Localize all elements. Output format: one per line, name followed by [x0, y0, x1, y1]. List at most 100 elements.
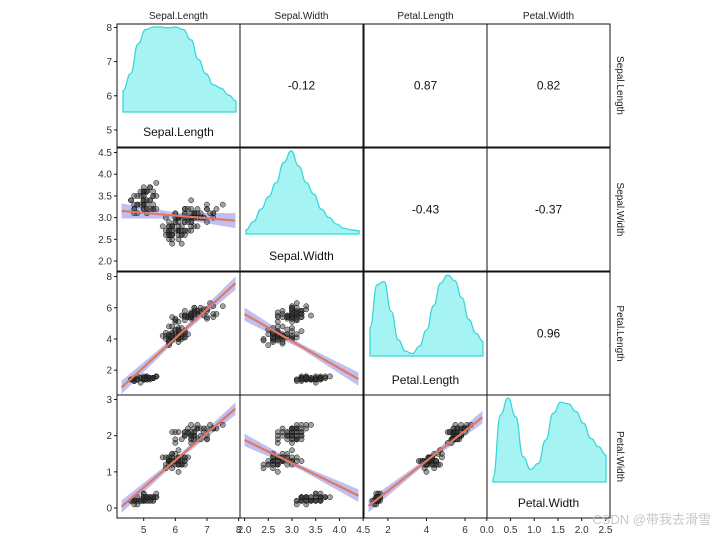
data-point-2-1-117	[279, 308, 286, 314]
data-point-3-1-140	[293, 432, 300, 439]
data-point-1-0-24	[144, 201, 150, 208]
data-point-3-0-69	[175, 447, 182, 454]
data-point-3-1-41	[308, 497, 314, 504]
data-point-1-0-113	[169, 227, 176, 234]
data-point-2-1-126	[293, 304, 300, 311]
x-tick-label: 2.0	[238, 525, 252, 536]
data-point-2-0-35	[131, 378, 138, 384]
row-label-petal-width: Petal.Width	[614, 431, 625, 482]
data-point-1-0-124	[204, 219, 210, 225]
data-point-3-1-76	[274, 469, 281, 475]
row-label-sepal-width: Sepal.Width	[614, 183, 625, 237]
data-point-1-0-64	[175, 236, 182, 243]
data-point-2-1-147	[298, 311, 305, 317]
data-point-1-0-108	[188, 223, 195, 230]
data-point-2-1-70	[289, 328, 295, 335]
data-point-1-0-38	[137, 188, 144, 195]
data-point-2-0-75	[175, 339, 182, 345]
data-point-1-0-104	[178, 227, 185, 234]
data-point-2-1-43	[312, 379, 319, 386]
data-point-1-0-87	[178, 232, 185, 238]
data-point-3-1-95	[270, 465, 276, 472]
data-point-2-1-71	[274, 323, 281, 330]
data-point-1-0-16	[153, 180, 160, 186]
data-point-2-1-35	[293, 378, 300, 384]
data-point-3-1-148	[289, 425, 295, 432]
data-point-1-0-100	[172, 227, 179, 234]
data-point-1-0-52	[166, 236, 172, 243]
data-point-2-1-55	[265, 331, 272, 338]
correlation-value-1-2: -0.43	[412, 203, 440, 217]
data-point-1-0-40	[134, 201, 141, 208]
data-point-2-1-49	[312, 376, 319, 383]
data-point-1-0-11	[150, 188, 157, 195]
data-point-1-0-89	[162, 227, 169, 234]
data-point-3-1-145	[289, 432, 295, 439]
data-point-1-0-128	[207, 210, 213, 217]
panel-3-3	[486, 394, 611, 519]
data-point-1-0-62	[169, 240, 176, 247]
y-tick-label: 3	[106, 395, 112, 406]
data-point-3-2-99	[433, 461, 439, 468]
data-point-1-0-2	[144, 197, 150, 204]
data-point-2-1-84	[293, 331, 300, 338]
column-label-petal-length: Petal.Length	[397, 11, 453, 22]
data-point-2-1-57	[260, 336, 267, 342]
data-point-1-0-39	[128, 197, 134, 204]
data-point-1-0-49	[140, 193, 147, 199]
data-point-3-0-114	[172, 429, 179, 435]
data-point-3-1-21	[317, 490, 324, 497]
data-point-1-0-121	[210, 210, 217, 217]
data-point-2-0-27	[144, 375, 150, 381]
data-point-2-0-136	[213, 311, 220, 317]
data-point-2-1-143	[289, 318, 295, 325]
data-point-3-0-40	[134, 501, 141, 508]
data-point-2-0-124	[204, 315, 210, 322]
data-point-3-0-45	[153, 490, 160, 497]
data-point-1-0-51	[178, 223, 185, 230]
data-point-2-1-52	[265, 342, 272, 349]
data-point-1-0-29	[147, 206, 153, 212]
data-point-3-0-44	[134, 494, 141, 501]
data-point-3-0-139	[194, 422, 201, 428]
data-point-1-0-31	[150, 193, 157, 199]
y-tick-label: 4	[106, 334, 112, 345]
data-point-3-0-46	[150, 494, 157, 501]
diagonal-label-sepal-width: Sepal.Width	[269, 249, 334, 263]
data-point-3-1-42	[322, 494, 329, 501]
x-tick-label: 5	[141, 525, 147, 536]
data-point-3-2-136	[454, 425, 461, 432]
panel-3-1	[239, 394, 364, 519]
data-point-3-0-144	[185, 425, 191, 432]
data-point-3-1-45	[312, 490, 319, 497]
column-label-petal-width: Petal.Width	[523, 11, 574, 22]
data-point-2-1-38	[317, 375, 324, 381]
density-curve-sepal-width	[245, 150, 360, 235]
data-point-2-1-138	[289, 306, 295, 313]
data-point-2-0-121	[210, 311, 217, 317]
data-point-1-0-25	[131, 193, 138, 199]
data-point-3-2-52	[415, 458, 422, 464]
data-point-3-1-106	[308, 422, 314, 428]
data-point-1-0-103	[185, 219, 191, 225]
data-point-2-1-65	[298, 328, 305, 335]
data-point-3-0-143	[175, 429, 182, 435]
data-point-1-0-134	[181, 219, 188, 225]
data-point-2-1-62	[260, 337, 267, 344]
regression-line-2-1	[244, 313, 359, 381]
data-point-1-0-75	[175, 223, 182, 230]
data-point-1-0-97	[159, 223, 166, 230]
data-point-3-1-84	[293, 454, 300, 461]
data-point-1-0-109	[204, 201, 210, 208]
data-point-2-1-144	[289, 314, 295, 320]
data-point-2-1-128	[293, 300, 300, 306]
panel-0-1	[239, 23, 364, 148]
diagonal-label-petal-width: Petal.Width	[518, 496, 579, 510]
data-point-3-0-127	[172, 436, 179, 443]
correlation-value-2-3: 0.96	[537, 327, 561, 341]
data-point-3-0-37	[131, 497, 138, 504]
data-point-2-1-122	[303, 303, 310, 310]
y-tick-label: 8	[106, 272, 112, 283]
data-point-3-1-38	[317, 497, 324, 504]
